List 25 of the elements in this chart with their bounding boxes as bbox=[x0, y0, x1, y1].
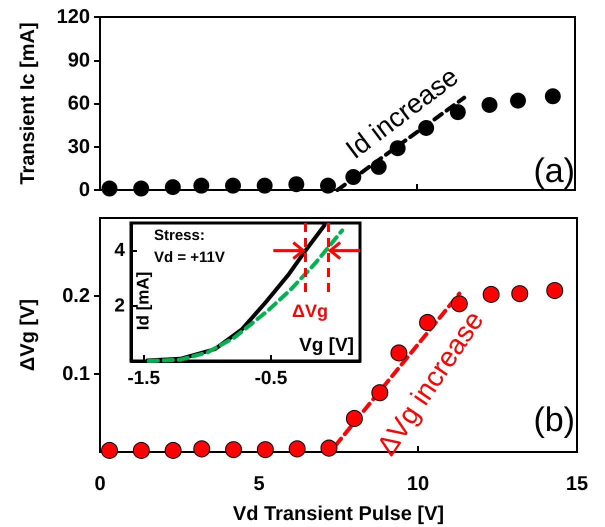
y-tick-label: 120 bbox=[56, 6, 90, 28]
y-tick-label: 30 bbox=[68, 136, 90, 158]
y-tick-label: 4 bbox=[114, 240, 126, 262]
x-tick-label: -1.5 bbox=[127, 368, 161, 389]
x-tick-label: 10 bbox=[406, 473, 430, 495]
annotation: (b) bbox=[533, 401, 576, 439]
y-tick-label: 0.2 bbox=[62, 285, 90, 307]
y-axis-title: ΔVg [V] bbox=[17, 298, 39, 372]
y-tick-label: 0 bbox=[78, 179, 90, 201]
x-axis-title: Vg [V] bbox=[299, 335, 354, 356]
x-tick-label: 15 bbox=[566, 473, 588, 495]
x-axis-title: Vd Transient Pulse [V] bbox=[232, 503, 444, 525]
annotation: Stress: bbox=[154, 227, 205, 244]
y-axis-title: Id [mA] bbox=[134, 272, 152, 330]
y-tick-label: 2 bbox=[114, 295, 125, 316]
y-tick-label: 0.1 bbox=[62, 363, 90, 385]
x-tick-label: 5 bbox=[253, 473, 265, 495]
annotation: (a) bbox=[533, 152, 576, 190]
x-tick-label: -0.5 bbox=[254, 368, 288, 389]
y-tick-label: 60 bbox=[68, 92, 90, 114]
y-axis-title: Transient Ic [mA] bbox=[17, 22, 39, 185]
y-tick-label: 90 bbox=[68, 49, 90, 72]
x-tick-label: 0 bbox=[94, 473, 106, 495]
annotation: ΔVg bbox=[292, 301, 328, 321]
annotation: Vd = +11V bbox=[154, 249, 225, 266]
